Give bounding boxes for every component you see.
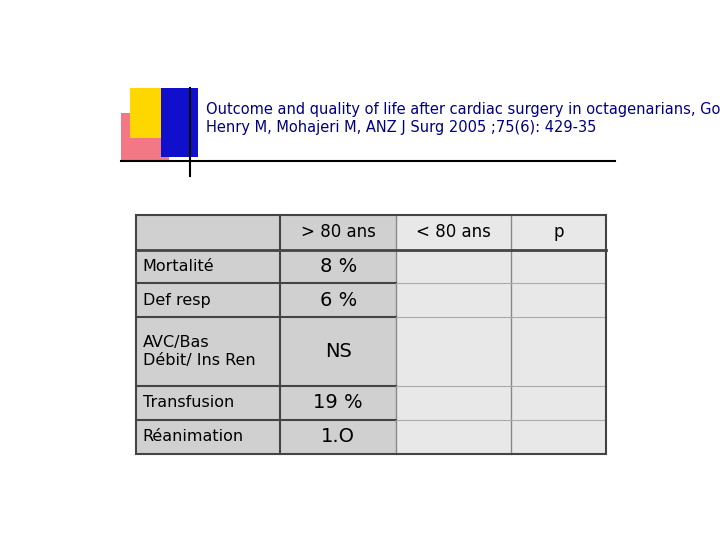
Text: 8 %: 8 % [320, 257, 357, 276]
Text: Mortalité: Mortalité [143, 259, 215, 274]
Text: Transfusion: Transfusion [143, 395, 234, 410]
Text: 19 %: 19 % [313, 393, 363, 413]
Text: Outcome and quality of life after cardiac surgery in octagenarians, GoyalS,: Outcome and quality of life after cardia… [206, 102, 720, 117]
Text: Réanimation: Réanimation [143, 429, 244, 444]
Text: 6 %: 6 % [320, 291, 357, 310]
Text: NS: NS [325, 342, 351, 361]
Bar [137, 215, 606, 454]
Bar [161, 88, 198, 157]
Text: p: p [554, 223, 564, 241]
Text: 1.O: 1.O [321, 427, 355, 446]
Text: Def resp: Def resp [143, 293, 210, 308]
Text: > 80 ans: > 80 ans [301, 223, 376, 241]
Bar [130, 88, 180, 138]
Text: AVC/Bas
Débit/ Ins Ren: AVC/Bas Débit/ Ins Ren [143, 335, 256, 368]
Bar [121, 113, 168, 161]
Text: Henry M, Mohajeri M, ANZ J Surg 2005 ;75(6): 429-35: Henry M, Mohajeri M, ANZ J Surg 2005 ;75… [206, 120, 596, 135]
Bar [137, 215, 396, 454]
Text: < 80 ans: < 80 ans [416, 223, 491, 241]
Bar [137, 215, 606, 454]
